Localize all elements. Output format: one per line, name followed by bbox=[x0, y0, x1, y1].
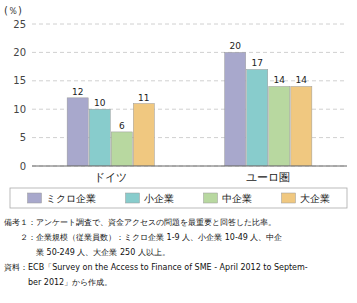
data-label: 14 bbox=[274, 75, 286, 85]
y-tick-label: 15 bbox=[13, 75, 26, 86]
y-tick-label: 25 bbox=[13, 19, 26, 30]
legend-item: 中企業 bbox=[204, 193, 252, 204]
legend-label: ミクロ企業 bbox=[46, 193, 96, 204]
y-tick-label: 5 bbox=[20, 132, 26, 143]
x-axis-line bbox=[32, 166, 347, 167]
data-label: 14 bbox=[296, 75, 308, 85]
legend-item: 大企業 bbox=[282, 193, 330, 204]
grid-line bbox=[32, 166, 347, 167]
legend-swatch bbox=[282, 193, 296, 203]
note: ber 2012」から作成。 bbox=[4, 278, 112, 287]
bar bbox=[89, 109, 110, 166]
data-label: 12 bbox=[72, 87, 83, 97]
note: 備考１：アンケート調査で、資金アクセスの問題を最重要と回答した比率。 bbox=[4, 218, 276, 227]
legend-swatch bbox=[28, 193, 42, 203]
data-label: 17 bbox=[251, 58, 262, 68]
data-label: 20 bbox=[229, 41, 241, 51]
bars bbox=[67, 52, 312, 166]
grid-line bbox=[32, 52, 347, 53]
legend-swatch bbox=[204, 193, 218, 203]
data-label: 6 bbox=[119, 121, 125, 131]
data-label: 10 bbox=[94, 98, 106, 108]
data-label: 11 bbox=[138, 93, 149, 103]
bar bbox=[133, 104, 154, 166]
bar bbox=[111, 132, 132, 166]
y-tick-label: 10 bbox=[13, 104, 26, 115]
bar bbox=[269, 86, 290, 166]
legend-label: 大企業 bbox=[300, 193, 330, 204]
y-tick-label: 0 bbox=[20, 161, 26, 172]
note: 業 50-249 人、大企業 250 人以上。 bbox=[4, 248, 170, 257]
grid-line bbox=[32, 24, 347, 25]
chart-svg: 0 5 10 15 20 25 (％) 12 20 10 17 6 14 11 14 ドイツ ユーロ圏ミクロ企業… bbox=[0, 0, 357, 303]
legend-item: 小企業 bbox=[126, 193, 174, 204]
bar bbox=[225, 52, 246, 166]
legend-label: 小企業 bbox=[144, 193, 174, 204]
note: ２：企業規模（従業員数）：ミクロ企業 1-9 人、小企業 10-49 人、中企 bbox=[4, 233, 282, 242]
legend-swatch bbox=[126, 193, 140, 203]
data-labels: 12 20 10 17 6 14 11 14 bbox=[72, 41, 307, 131]
y-axis-label: (％) bbox=[4, 5, 22, 16]
legend-item: ミクロ企業 bbox=[28, 193, 96, 204]
x-tick-label: ドイツ bbox=[94, 171, 127, 184]
legend-box bbox=[10, 188, 347, 208]
bar bbox=[247, 69, 268, 166]
bar bbox=[67, 98, 88, 166]
grid bbox=[32, 24, 347, 166]
notes: 備考１：アンケート調査で、資金アクセスの問題を最重要と回答した比率。 ２：企業規… bbox=[4, 218, 308, 287]
legend-label: 中企業 bbox=[222, 193, 252, 204]
legend: ミクロ企業 小企業 中企業 大企業 bbox=[10, 188, 347, 208]
note: 資料：ECB「Survey on the Access to Finance o… bbox=[4, 263, 308, 272]
chart-container: 0 5 10 15 20 25 (％) 12 20 10 17 6 14 11 14 ドイツ ユーロ圏ミクロ企業… bbox=[0, 0, 357, 303]
x-tick-label: ユーロ圏 bbox=[246, 171, 290, 184]
bar bbox=[291, 86, 312, 166]
y-tick-label: 20 bbox=[13, 47, 26, 58]
